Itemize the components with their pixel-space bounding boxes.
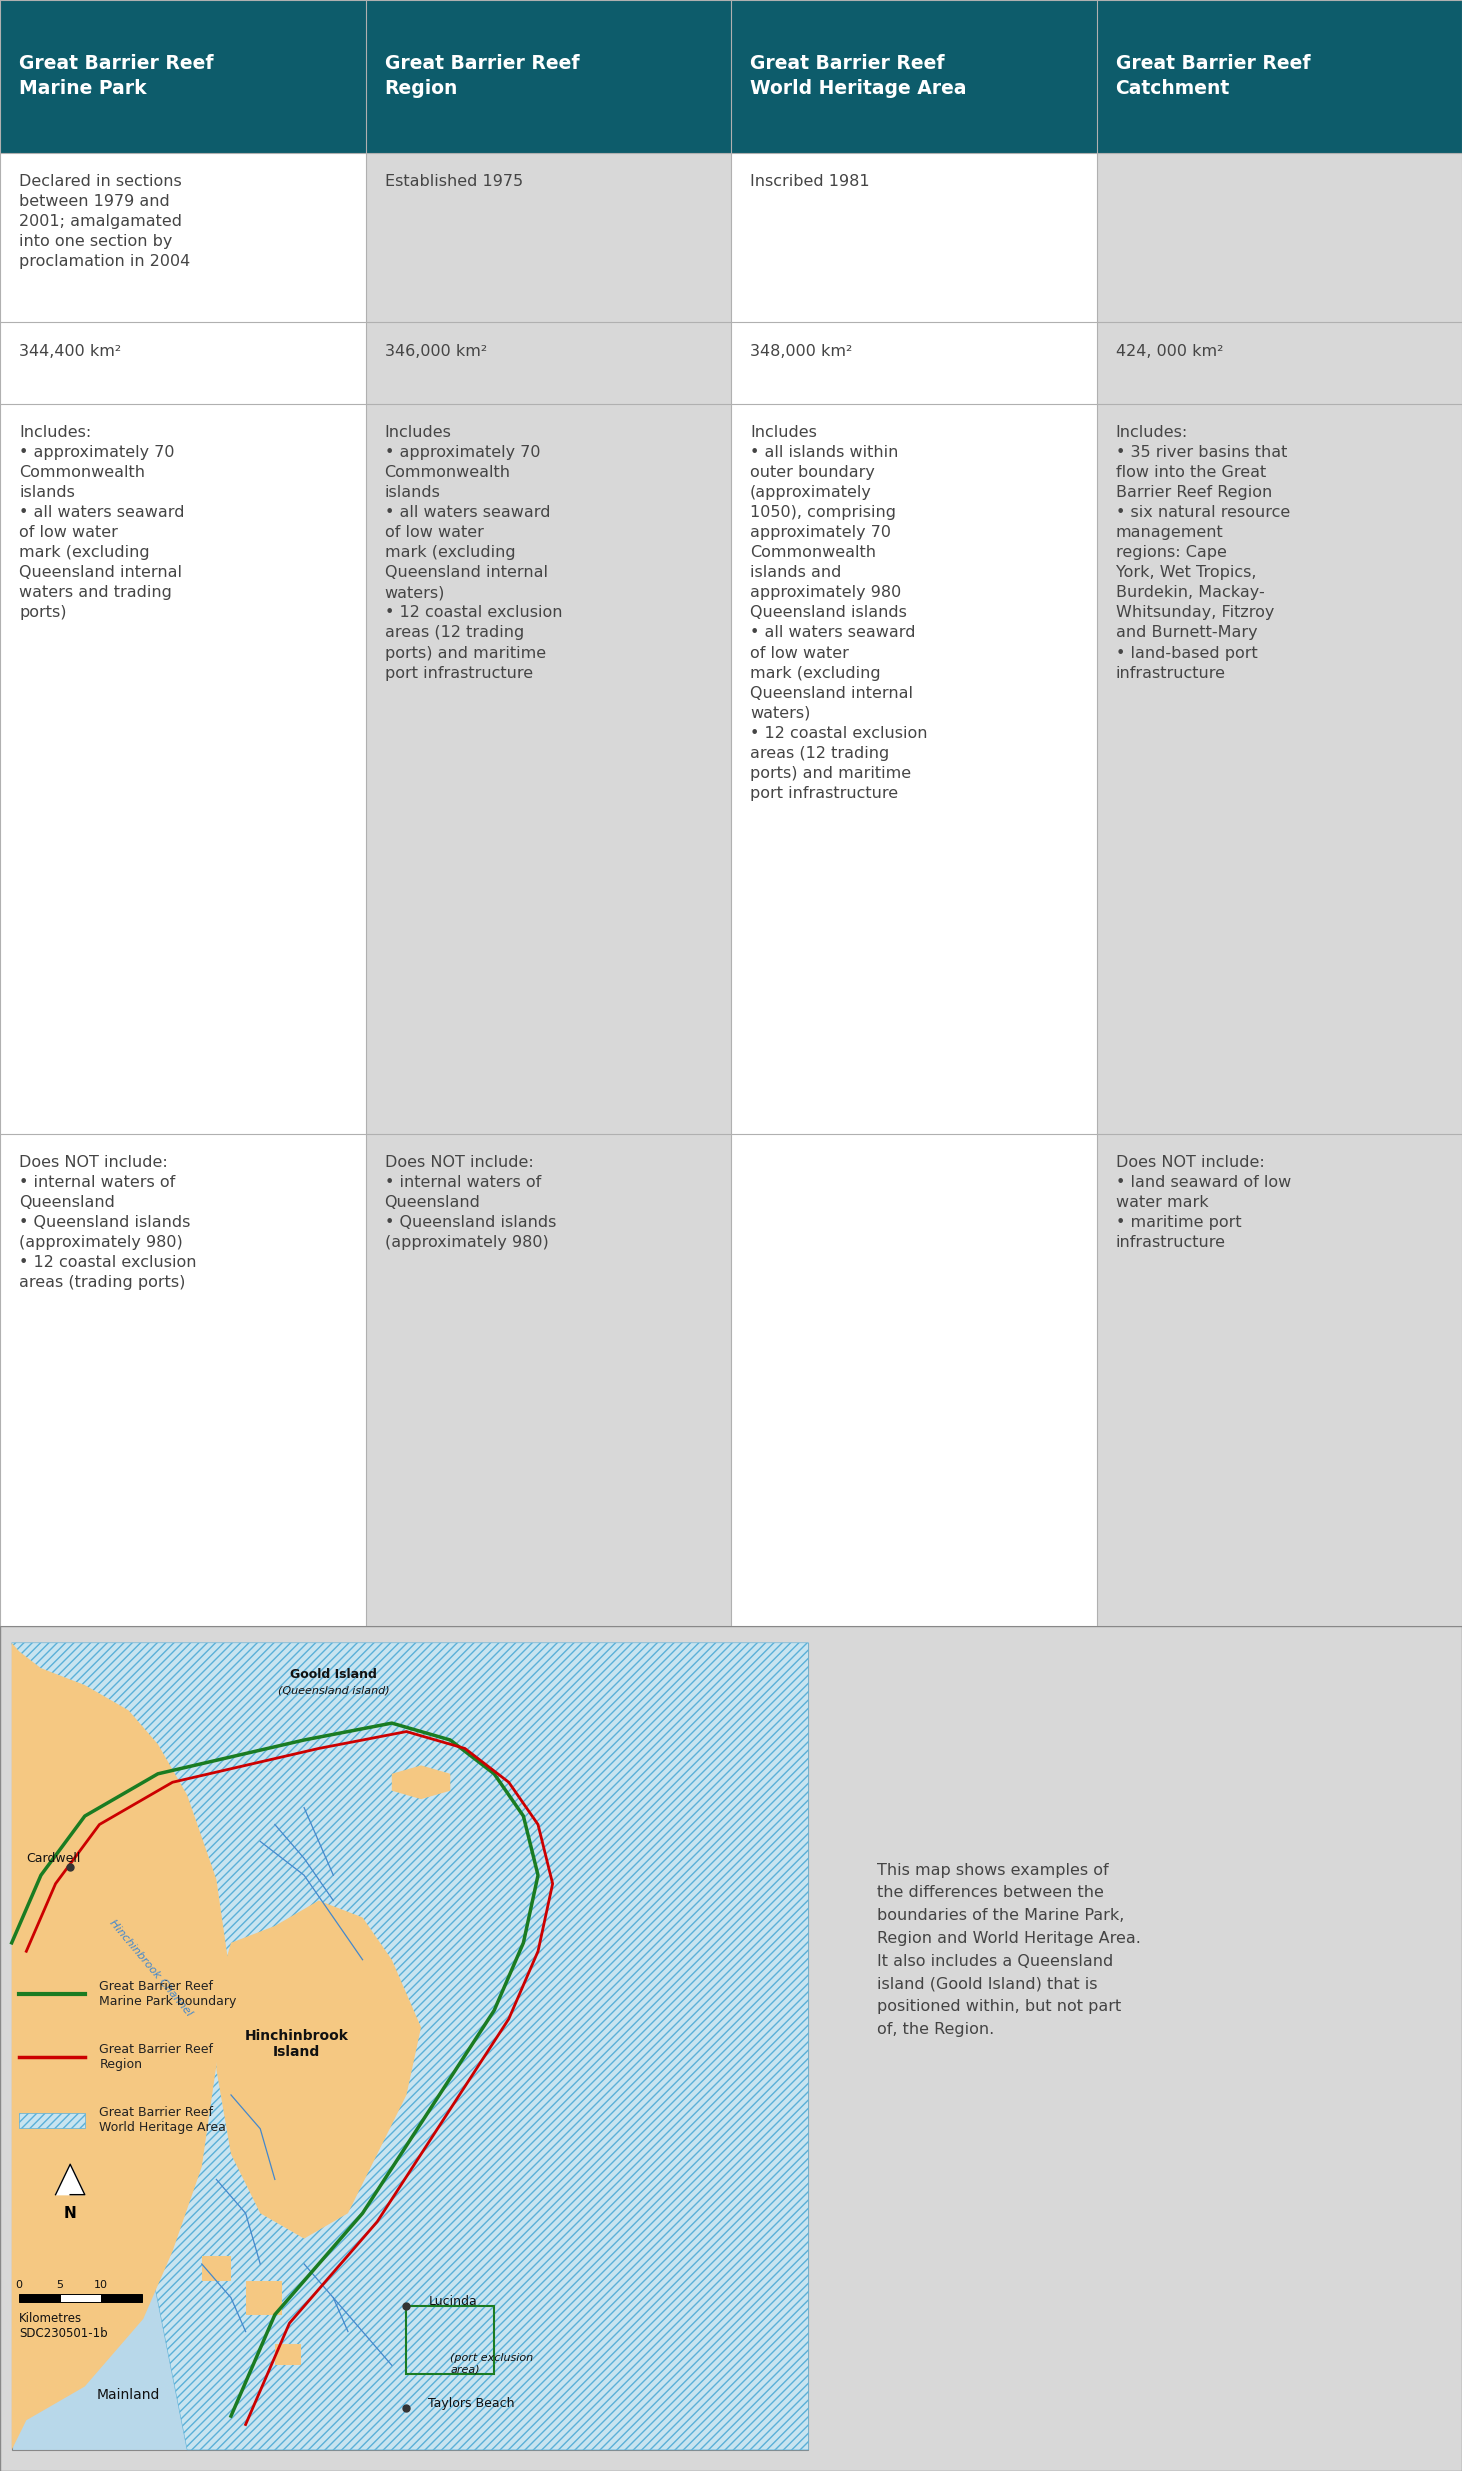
Bar bbox=[366, 153, 731, 324]
Text: Includes
• all islands within
outer boundary
(approximately
1050), comprising
ap: Includes • all islands within outer boun… bbox=[750, 425, 927, 801]
Bar bbox=[1096, 403, 1462, 1134]
Bar bbox=[0, 0, 366, 153]
Bar bbox=[0, 153, 366, 324]
Bar bbox=[275, 2345, 301, 2365]
Bar bbox=[366, 0, 731, 153]
Bar bbox=[1096, 0, 1462, 153]
Text: 346,000 km²: 346,000 km² bbox=[385, 343, 487, 358]
Bar bbox=[19, 2293, 60, 2303]
Text: Great Barrier Reef
Catchment: Great Barrier Reef Catchment bbox=[1116, 54, 1310, 99]
Text: Taylors Beach: Taylors Beach bbox=[428, 2397, 515, 2409]
Bar bbox=[1096, 324, 1462, 403]
Text: 10: 10 bbox=[94, 2281, 108, 2291]
Text: Established 1975: Established 1975 bbox=[385, 173, 522, 188]
Text: Lucinda: Lucinda bbox=[428, 2296, 477, 2308]
Text: Great Barrier Reef
Region: Great Barrier Reef Region bbox=[99, 2044, 213, 2071]
Text: Great Barrier Reef
World Heritage Area: Great Barrier Reef World Heritage Area bbox=[750, 54, 966, 99]
Polygon shape bbox=[12, 1643, 808, 2449]
Bar bbox=[406, 2305, 494, 2375]
Text: 5: 5 bbox=[57, 2281, 63, 2291]
Text: This map shows examples of
the differences between the
boundaries of the Marine : This map shows examples of the differenc… bbox=[877, 1863, 1140, 2036]
Text: Includes
• approximately 70
Commonwealth
islands
• all waters seaward
of low wat: Includes • approximately 70 Commonwealth… bbox=[385, 425, 561, 680]
Text: 344,400 km²: 344,400 km² bbox=[19, 343, 121, 358]
Text: Kilometres: Kilometres bbox=[19, 2313, 82, 2325]
Text: (port exclusion
area): (port exclusion area) bbox=[450, 2352, 534, 2375]
Polygon shape bbox=[392, 1764, 450, 1799]
Bar bbox=[731, 324, 1096, 403]
Bar bbox=[731, 1134, 1096, 1626]
Text: 0: 0 bbox=[16, 2281, 22, 2291]
Text: Hinchinbrook Channel: Hinchinbrook Channel bbox=[107, 1917, 194, 2019]
Bar bbox=[1096, 1134, 1462, 1626]
Text: Does NOT include:
• internal waters of
Queensland
• Queensland islands
(approxim: Does NOT include: • internal waters of Q… bbox=[385, 1154, 556, 1250]
Bar bbox=[366, 1134, 731, 1626]
Bar bbox=[202, 2256, 231, 2281]
Bar bbox=[0, 403, 366, 1134]
Text: Does NOT include:
• land seaward of low
water mark
• maritime port
infrastructur: Does NOT include: • land seaward of low … bbox=[1116, 1154, 1291, 1250]
Text: 348,000 km²: 348,000 km² bbox=[750, 343, 852, 358]
Text: Hinchinbrook
Island: Hinchinbrook Island bbox=[244, 2029, 349, 2058]
Bar bbox=[366, 403, 731, 1134]
Bar bbox=[60, 2293, 101, 2303]
Text: SDC230501-1b: SDC230501-1b bbox=[19, 2328, 108, 2340]
Text: Does NOT include:
• internal waters of
Queensland
• Queensland islands
(approxim: Does NOT include: • internal waters of Q… bbox=[19, 1154, 196, 1290]
Bar bbox=[246, 2281, 282, 2315]
Bar bbox=[0, 1134, 366, 1626]
Polygon shape bbox=[56, 2165, 85, 2194]
Polygon shape bbox=[19, 2113, 85, 2128]
Text: Great Barrier Reef
Region: Great Barrier Reef Region bbox=[385, 54, 579, 99]
Bar bbox=[0, 324, 366, 403]
Polygon shape bbox=[216, 1900, 421, 2239]
Text: (Queensland island): (Queensland island) bbox=[278, 1685, 389, 1695]
Text: 424, 000 km²: 424, 000 km² bbox=[1116, 343, 1222, 358]
Text: Inscribed 1981: Inscribed 1981 bbox=[750, 173, 870, 188]
Text: Declared in sections
between 1979 and
2001; amalgamated
into one section by
proc: Declared in sections between 1979 and 20… bbox=[19, 173, 190, 269]
Bar bbox=[731, 153, 1096, 324]
Bar bbox=[1096, 153, 1462, 324]
Text: Includes:
• 35 river basins that
flow into the Great
Barrier Reef Region
• six n: Includes: • 35 river basins that flow in… bbox=[1116, 425, 1289, 680]
Bar bbox=[101, 2293, 142, 2303]
Bar bbox=[366, 324, 731, 403]
Bar bbox=[12, 1643, 808, 2449]
Text: Includes:
• approximately 70
Commonwealth
islands
• all waters seaward
of low wa: Includes: • approximately 70 Commonwealt… bbox=[19, 425, 184, 620]
Text: Great Barrier Reef
Marine Park: Great Barrier Reef Marine Park bbox=[19, 54, 213, 99]
Text: Great Barrier Reef
World Heritage Area: Great Barrier Reef World Heritage Area bbox=[99, 2105, 227, 2135]
Text: Goold Island: Goold Island bbox=[289, 1668, 377, 1680]
Text: Great Barrier Reef
Marine Park boundary: Great Barrier Reef Marine Park boundary bbox=[99, 1979, 237, 2006]
Bar bbox=[731, 0, 1096, 153]
Text: Cardwell: Cardwell bbox=[26, 1851, 80, 1866]
Bar bbox=[731, 403, 1096, 1134]
Text: N: N bbox=[64, 2207, 76, 2221]
Polygon shape bbox=[12, 1643, 231, 2449]
Text: Mainland: Mainland bbox=[96, 2387, 161, 2402]
